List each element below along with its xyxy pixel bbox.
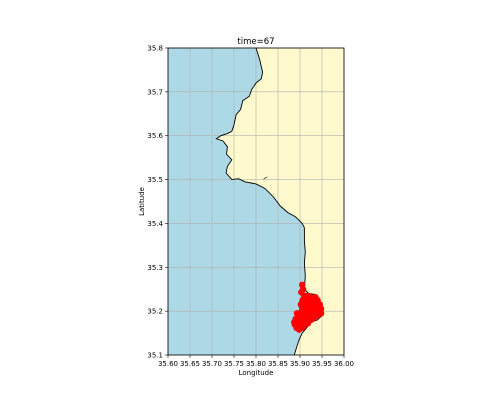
x-axis-label: Longitude xyxy=(239,369,274,377)
y-tick-label: 35.4 xyxy=(147,220,163,228)
x-tick-label: 35.85 xyxy=(268,360,288,368)
x-tick-label: 35.75 xyxy=(224,360,244,368)
map-plot-area: 35.60 35.65 35.70 35.75 35.80 35.85 35.90 35.95… xyxy=(147,45,354,369)
particle-point xyxy=(293,310,301,317)
y-tick-label: 35.3 xyxy=(147,264,163,272)
x-tick-label: 35.65 xyxy=(180,360,200,368)
y-tick-label: 35.8 xyxy=(147,45,163,53)
map-title: time=67 xyxy=(237,37,274,47)
islet xyxy=(262,176,269,180)
y-tick-label: 35.6 xyxy=(147,132,163,140)
x-tick-label: 35.90 xyxy=(290,360,310,368)
x-tick-label: 35.95 xyxy=(312,360,332,368)
particle-point xyxy=(294,323,301,330)
y-tick-label: 35.5 xyxy=(147,176,163,184)
x-tick-label: 36.00 xyxy=(334,360,354,368)
y-tick-label: 35.1 xyxy=(147,352,163,360)
particle-point xyxy=(315,303,323,310)
particle-point xyxy=(303,307,310,315)
y-axis-label: Latitude xyxy=(138,187,146,216)
x-tick-label: 35.70 xyxy=(202,360,222,368)
particle-point xyxy=(300,298,307,305)
y-tick-label: 35.7 xyxy=(147,88,163,96)
y-tick-label: 35.2 xyxy=(147,308,163,316)
x-tick-label: 35.60 xyxy=(158,360,178,368)
land-area xyxy=(216,48,344,355)
x-tick-label: 35.80 xyxy=(246,360,266,368)
particle-point xyxy=(296,315,304,323)
particle-point xyxy=(291,318,298,326)
